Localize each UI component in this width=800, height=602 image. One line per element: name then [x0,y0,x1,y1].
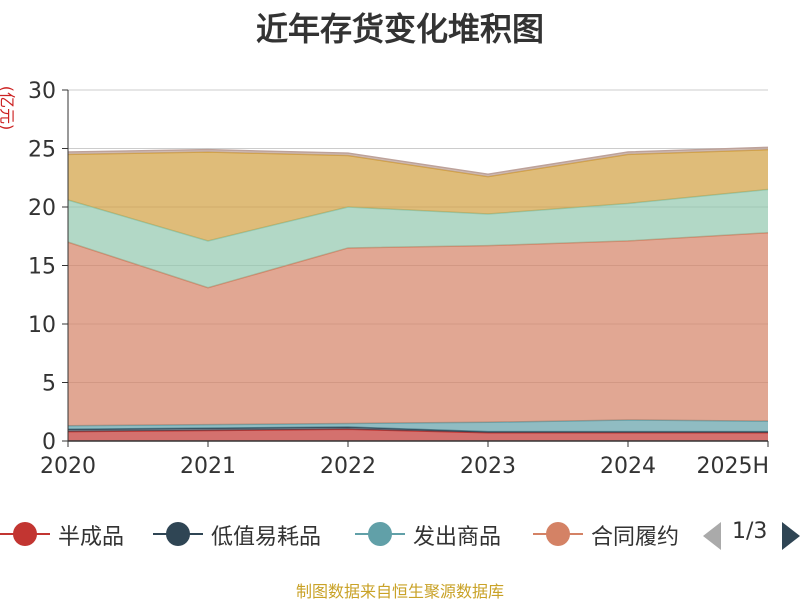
series-area-0 [68,429,768,441]
y-tick-label: 0 [42,430,56,455]
y-tick-label: 30 [28,79,56,104]
series-line-6 [67,146,769,175]
chart-title: 近年存货变化堆积图 [255,10,544,48]
x-tick-label: 2021 [180,454,236,479]
series-area-5 [68,149,768,241]
y-tick-label: 10 [28,313,56,338]
legend-label: 半成品 [58,525,125,550]
legend-next-page-arrow-icon[interactable] [782,522,800,550]
legend-label: 合同履约 [591,525,680,550]
legend-page-indicator: 1/3 [732,519,768,544]
y-tick-label: 20 [28,196,56,221]
legend-marker-icon [546,522,570,546]
x-tick-label: 2025H [696,454,769,479]
x-tick-label: 2022 [320,454,376,479]
legend-marker-icon [368,522,392,546]
legend[interactable]: 半成品 低值易耗品 发出商品 合同履约 [0,512,800,556]
series-area-3 [68,232,768,426]
legend-label: 发出商品 [413,525,502,550]
legend-item-contract-fulfillment[interactable]: 合同履约 [533,512,683,556]
x-tick-label: 2024 [600,454,656,479]
legend-marker-icon [13,522,37,546]
y-tick-label: 15 [28,255,56,280]
stacked-area-chart: 0 5 10 15 20 25 30 2020 2021 2022 2023 2024 2025H [28,79,769,479]
x-tick-label: 2020 [40,454,96,479]
x-tick-label: 2023 [460,454,516,479]
y-tick-label: 5 [42,372,56,397]
data-source-note: 制图数据来自恒生聚源数据库 [295,582,504,601]
legend-prev-page-arrow-icon[interactable] [703,522,721,550]
y-tick-label: 25 [28,138,56,163]
series-area-4 [68,189,768,288]
series-area-2 [68,419,768,432]
legend-label: 低值易耗品 [211,525,322,550]
legend-marker-icon [166,522,190,546]
